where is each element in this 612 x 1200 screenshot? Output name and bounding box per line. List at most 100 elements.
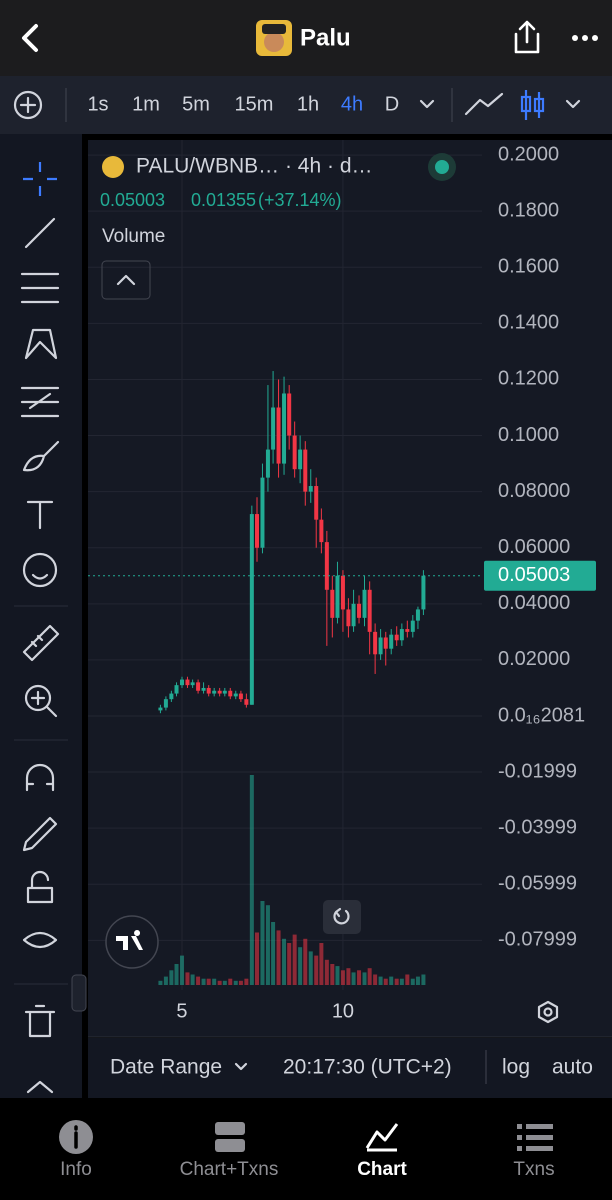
menu-button[interactable] xyxy=(572,35,598,41)
candle-body xyxy=(421,575,426,610)
unlock-tool[interactable] xyxy=(26,870,54,904)
candle-body xyxy=(324,542,329,590)
candle-body xyxy=(212,690,217,694)
back-button[interactable] xyxy=(22,24,38,52)
add-indicator-button[interactable] xyxy=(13,90,43,120)
reset-view-button[interactable] xyxy=(323,900,361,934)
candle-body xyxy=(383,637,388,649)
logo-mark xyxy=(116,930,143,950)
candle-body xyxy=(399,629,404,641)
candle-body xyxy=(357,603,362,618)
add-plus xyxy=(19,96,37,114)
chart-type-dropdown[interactable] xyxy=(565,99,581,109)
interval-dropdown[interactable] xyxy=(419,99,435,109)
volume-bar xyxy=(357,970,362,985)
more-tools[interactable] xyxy=(26,1080,54,1094)
candle-chart-button[interactable] xyxy=(520,90,545,120)
collapse-panel[interactable] xyxy=(71,974,87,1012)
icon-bullet xyxy=(517,1124,522,1129)
interval-button[interactable]: 1s xyxy=(87,93,108,115)
tab-label[interactable]: Chart+Txns xyxy=(180,1159,279,1180)
tab-label[interactable]: Info xyxy=(60,1159,92,1180)
volume-bar xyxy=(421,974,426,985)
candle-body xyxy=(340,575,345,610)
interval-button[interactable]: 5m xyxy=(182,93,210,115)
candle-body xyxy=(201,687,206,691)
interval-button[interactable]: 1m xyxy=(132,93,160,115)
interval-button[interactable]: 15m xyxy=(235,93,274,115)
text-tool[interactable] xyxy=(26,500,54,530)
footer-bar xyxy=(88,1038,612,1098)
brush-tool[interactable] xyxy=(22,440,60,472)
candle-body xyxy=(405,629,410,632)
crosshair-tool[interactable] xyxy=(23,162,57,196)
candle-body xyxy=(217,690,222,694)
candle-body xyxy=(373,631,378,655)
candle-body xyxy=(233,693,238,697)
volume-bar xyxy=(330,964,335,985)
volume-bar xyxy=(378,976,383,985)
candle-body xyxy=(415,609,420,621)
volume-bar xyxy=(174,964,179,985)
visibility-tool[interactable] xyxy=(22,931,58,949)
lock-draw-tool[interactable] xyxy=(22,816,58,852)
pattern-tool[interactable] xyxy=(24,328,58,360)
magnet-tool[interactable] xyxy=(25,763,55,792)
volume-bar xyxy=(383,978,388,985)
icon-bullet xyxy=(517,1135,522,1140)
volume-bar xyxy=(201,978,206,985)
zoom-tool[interactable] xyxy=(24,684,58,718)
legend-change: 0.01355 xyxy=(191,190,256,210)
add-circle xyxy=(13,90,43,120)
symbol-avatar xyxy=(102,156,124,178)
share-button[interactable] xyxy=(514,20,540,54)
avatar-cap xyxy=(262,24,286,34)
projection-tool[interactable] xyxy=(20,386,60,418)
collapse-legend[interactable] xyxy=(101,260,151,300)
interval-button[interactable]: 4h xyxy=(341,93,363,115)
volume-bar xyxy=(308,951,313,985)
settings-button[interactable] xyxy=(537,1000,559,1024)
icon-bullet xyxy=(517,1146,522,1151)
candle-body xyxy=(308,486,313,492)
volume-bar xyxy=(222,980,227,985)
trendline-tool[interactable] xyxy=(24,217,56,249)
tab-bar xyxy=(0,1098,612,1200)
volume-bar xyxy=(405,974,410,985)
icon-block xyxy=(215,1122,245,1135)
volume-bar xyxy=(260,901,265,985)
date-range-button[interactable]: Date Range xyxy=(110,1056,222,1079)
measure-tool[interactable] xyxy=(22,624,60,662)
header-bar xyxy=(0,0,612,76)
settings-hex xyxy=(537,1000,559,1024)
zoom-circle xyxy=(24,684,52,712)
volume-bar xyxy=(212,978,217,985)
log-toggle[interactable]: log xyxy=(502,1056,530,1079)
y-tick-label: -0.03999 xyxy=(498,816,577,838)
candle-icon-body xyxy=(533,97,545,113)
y-tick-label: 0.04000 xyxy=(498,592,570,614)
fib-tool[interactable] xyxy=(20,272,60,304)
candle-body xyxy=(378,637,383,655)
line-chart-button[interactable] xyxy=(464,92,504,116)
interval-button[interactable]: 1h xyxy=(297,93,319,115)
tab-label[interactable]: Chart xyxy=(357,1159,407,1180)
candle-body xyxy=(222,690,227,694)
candle-body xyxy=(260,477,265,548)
candle-body xyxy=(314,486,319,520)
tab-label[interactable]: Txns xyxy=(513,1159,554,1180)
emoji-tool[interactable] xyxy=(22,552,58,588)
volume-bar xyxy=(271,922,276,985)
volume-layer xyxy=(158,775,426,985)
volume-bar xyxy=(373,974,378,985)
auto-toggle[interactable]: auto xyxy=(552,1056,593,1079)
candle-body xyxy=(346,609,351,627)
candle-layer xyxy=(158,371,426,714)
volume-bar xyxy=(340,970,345,985)
zoom-plus xyxy=(30,690,58,718)
interval-button[interactable]: D xyxy=(385,93,399,115)
volume-bar xyxy=(287,943,292,985)
delete-tool[interactable] xyxy=(24,1004,56,1038)
last-price-label: 0.05003 xyxy=(498,564,570,586)
